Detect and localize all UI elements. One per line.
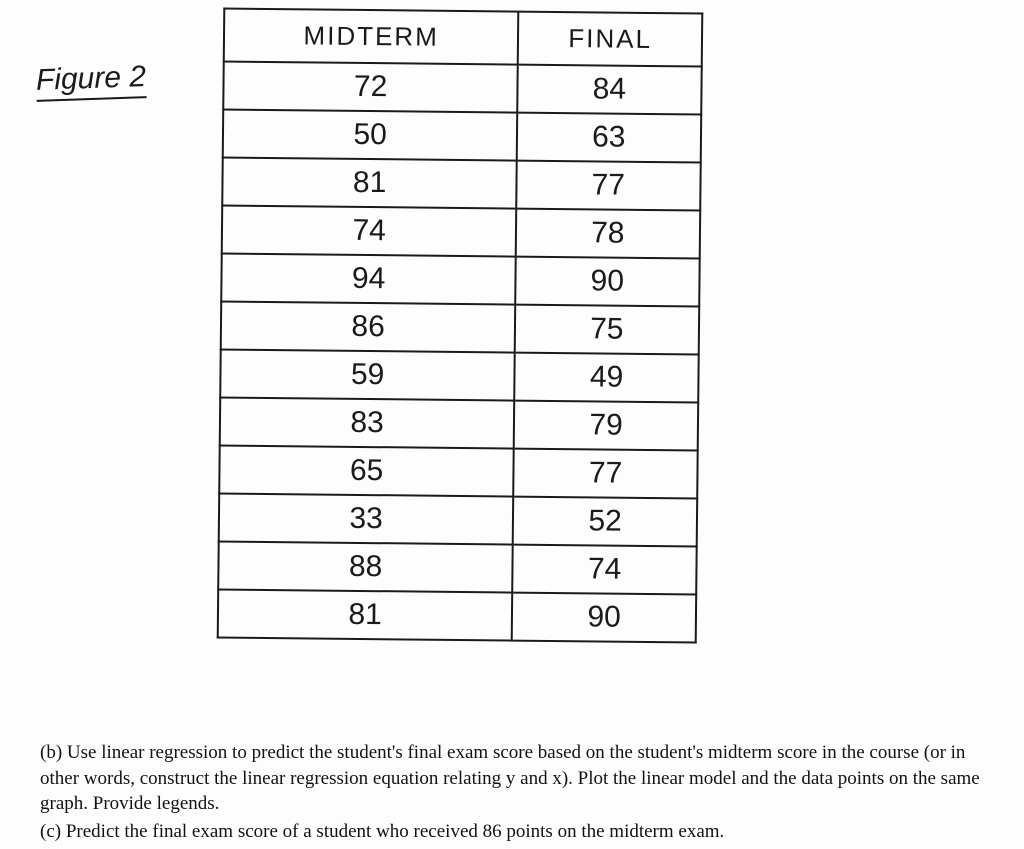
table-row: 50 63 [223,110,701,163]
table-row: 33 52 [219,493,697,546]
cell-final: 75 [515,304,699,355]
data-table-wrap: MIDTERM FINAL 72 84 50 63 81 77 74 78 94 [220,10,700,641]
cell-midterm: 88 [218,541,513,592]
cell-final: 77 [517,161,701,210]
cell-final: 79 [514,401,698,451]
cell-final: 90 [516,257,700,306]
cell-final: 84 [518,65,702,114]
figure-label: Figure 2 [35,60,146,102]
col-header-midterm: MIDTERM [224,9,519,65]
cell-midterm: 83 [220,397,515,448]
cell-final: 78 [516,208,700,259]
cell-midterm: 50 [223,109,518,161]
cell-midterm: 86 [221,300,516,353]
table-row: 83 79 [220,397,698,450]
cell-final: 74 [513,545,697,595]
score-table: MIDTERM FINAL 72 84 50 63 81 77 74 78 94 [217,8,704,644]
cell-midterm: 72 [223,62,518,112]
cell-midterm: 59 [220,349,515,400]
table-row: 81 77 [222,158,700,211]
question-c: (c) Predict the final exam score of a st… [40,819,980,845]
table-header-row: MIDTERM FINAL [224,9,703,67]
table-row: 65 77 [219,445,697,498]
cell-final: 52 [513,497,697,547]
table-row: 86 75 [221,301,699,354]
cell-midterm: 65 [219,445,514,496]
table-row: 88 74 [218,541,696,594]
cell-final: 63 [517,112,701,163]
cell-midterm: 81 [222,159,516,208]
table-row: 72 84 [223,62,701,115]
cell-final: 90 [512,593,696,643]
question-block: (b) Use linear regression to predict the… [40,740,980,847]
cell-midterm: 94 [221,254,516,304]
cell-final: 49 [515,353,699,403]
table-row: 94 90 [221,254,699,307]
table-row: 81 90 [218,589,696,642]
question-b: (b) Use linear regression to predict the… [40,740,980,817]
table-row: 74 78 [222,206,700,259]
col-header-final: FINAL [518,12,702,67]
table-row: 59 49 [220,349,698,402]
cell-midterm: 81 [218,589,513,640]
cell-midterm: 33 [219,493,514,544]
cell-final: 77 [514,449,698,499]
table-body: 72 84 50 63 81 77 74 78 94 90 86 75 [218,62,702,643]
cell-midterm: 74 [222,205,517,258]
